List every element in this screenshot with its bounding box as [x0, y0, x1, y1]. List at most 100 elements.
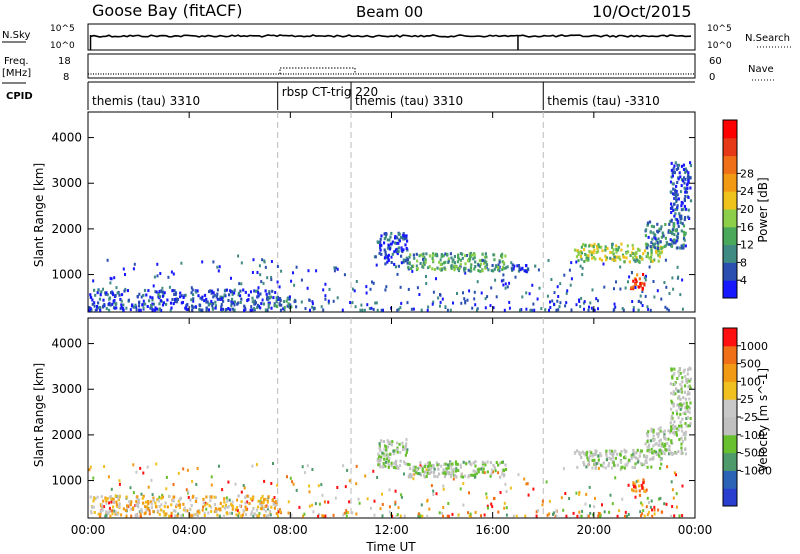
echo-cell — [276, 514, 279, 518]
echo-cell — [673, 367, 676, 371]
echo-cell — [505, 266, 508, 270]
echo-cell — [655, 453, 658, 456]
echo-cell — [687, 390, 690, 394]
echo-cell — [426, 514, 429, 518]
echo-cell — [342, 464, 345, 468]
echo-cell — [288, 295, 291, 299]
echo-cell — [626, 514, 628, 518]
echo-cell — [159, 299, 162, 303]
echo-cell — [670, 211, 673, 214]
echo-cell — [253, 302, 256, 306]
echo-cell — [481, 466, 484, 470]
echo-cell — [202, 505, 205, 509]
echo-cell — [597, 511, 600, 515]
echo-cell — [102, 298, 105, 302]
echo-cell — [638, 489, 641, 493]
echo-cell — [530, 308, 533, 312]
echo-cell — [668, 292, 671, 295]
echo-cell — [105, 291, 108, 295]
echo-cell — [664, 223, 667, 226]
echo-cell — [658, 449, 661, 453]
echo-cell — [109, 276, 112, 280]
echo-cell — [321, 493, 324, 497]
echo-cell — [283, 308, 286, 312]
echo-cell — [452, 467, 456, 471]
echo-cell — [683, 233, 686, 237]
echo-cell — [651, 259, 654, 263]
echo-cell — [689, 377, 692, 381]
echo-cell — [237, 293, 240, 297]
echo-cell — [633, 252, 636, 256]
echo-cell — [423, 262, 426, 266]
nsky-ytick-bottom: 10^0 — [50, 41, 75, 51]
echo-cell — [585, 492, 588, 496]
echo-cell — [630, 271, 633, 274]
echo-cell — [172, 499, 175, 503]
echo-cell — [93, 511, 96, 514]
echo-cell — [162, 510, 165, 514]
echo-cell — [120, 513, 123, 517]
echo-cell — [606, 247, 609, 250]
echo-cell — [175, 297, 178, 301]
echo-cell — [264, 265, 267, 269]
echo-cell — [279, 298, 282, 302]
echo-cell — [438, 511, 441, 515]
echo-cell — [399, 450, 402, 454]
echo-cell — [660, 251, 663, 255]
echo-cell — [149, 295, 152, 299]
echo-cell — [219, 507, 222, 511]
echo-cell — [573, 248, 577, 252]
echo-cell — [590, 253, 593, 257]
echo-cell — [682, 411, 685, 415]
echo-cell — [259, 273, 262, 277]
echo-cell — [223, 500, 226, 504]
echo-cell — [632, 452, 635, 456]
echo-cell — [676, 246, 679, 250]
nave-trace — [279, 67, 356, 74]
echo-cell — [508, 300, 511, 304]
echo-cell — [315, 269, 318, 273]
echo-cell — [677, 224, 680, 228]
echo-cell — [531, 283, 534, 287]
echo-cell — [641, 290, 644, 293]
echo-cell — [206, 502, 209, 506]
echo-cell — [467, 511, 470, 515]
echo-cell — [201, 508, 204, 512]
echo-cell — [239, 504, 242, 508]
echo-cell — [640, 301, 643, 305]
echo-cell — [419, 262, 422, 265]
echo-cell — [168, 285, 171, 289]
echo-cell — [650, 253, 653, 257]
echo-cell — [252, 496, 255, 500]
echo-cell — [175, 300, 178, 304]
echo-cell — [592, 251, 595, 255]
echo-cell — [388, 456, 391, 460]
echo-cell — [115, 286, 118, 290]
echo-cell — [264, 497, 267, 501]
echo-cell — [142, 494, 145, 498]
echo-cell — [682, 402, 685, 406]
echo-cell — [165, 487, 168, 491]
echo-cell — [276, 265, 279, 268]
echo-cell — [221, 488, 224, 492]
echo-cell — [163, 513, 166, 517]
echo-cell — [670, 514, 673, 518]
echo-cell — [150, 506, 153, 510]
echo-cell — [385, 232, 388, 236]
echo-cell — [165, 302, 168, 306]
echo-cell — [519, 308, 521, 312]
echo-cell — [333, 266, 336, 270]
echo-cell — [378, 454, 381, 458]
colorbar-swatch — [723, 262, 737, 281]
echo-cell — [122, 303, 125, 307]
echo-cell — [201, 308, 204, 312]
echo-cell — [251, 498, 254, 502]
echo-cell — [264, 509, 267, 513]
echo-cell — [630, 453, 633, 457]
echo-cell — [474, 464, 477, 468]
echo-cell — [233, 288, 236, 292]
echo-cell — [553, 291, 556, 295]
echo-cell — [504, 468, 508, 471]
echo-cell — [650, 259, 653, 263]
echo-cell — [681, 439, 684, 443]
